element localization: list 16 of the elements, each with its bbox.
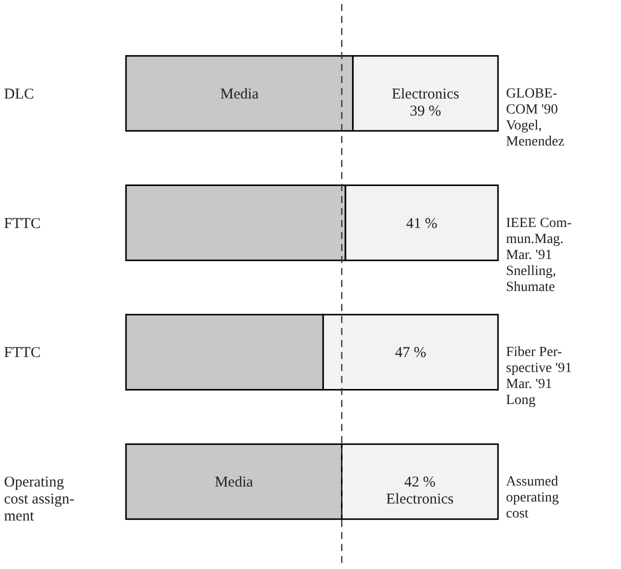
series-label: Media bbox=[214, 474, 254, 491]
y-tick-label: FTTC bbox=[4, 345, 41, 362]
text: Assumed operating cost bbox=[506, 474, 559, 522]
text: Media bbox=[220, 86, 259, 102]
data-label: 39 % bbox=[410, 103, 442, 120]
y-tick-label: DLC bbox=[4, 86, 34, 102]
text: Fiber Per- spective '91 Mar. '91 Long bbox=[506, 345, 572, 408]
text: GLOBE- COM '90 Vogel, Menendez bbox=[506, 86, 564, 150]
series-label: Electronics bbox=[386, 492, 454, 508]
data-label: 41 % bbox=[406, 216, 438, 232]
text: Electronics bbox=[392, 86, 460, 102]
data-label: 42 % bbox=[404, 474, 436, 491]
y-tick-label: FTTC bbox=[4, 216, 41, 232]
text: IEEE Com- mun.Mag. Mar. '91 Snelling, Shumate bbox=[506, 216, 572, 295]
y-tick-label: Operating cost assign- ment bbox=[4, 474, 74, 525]
data-label: 47 % bbox=[394, 345, 426, 362]
